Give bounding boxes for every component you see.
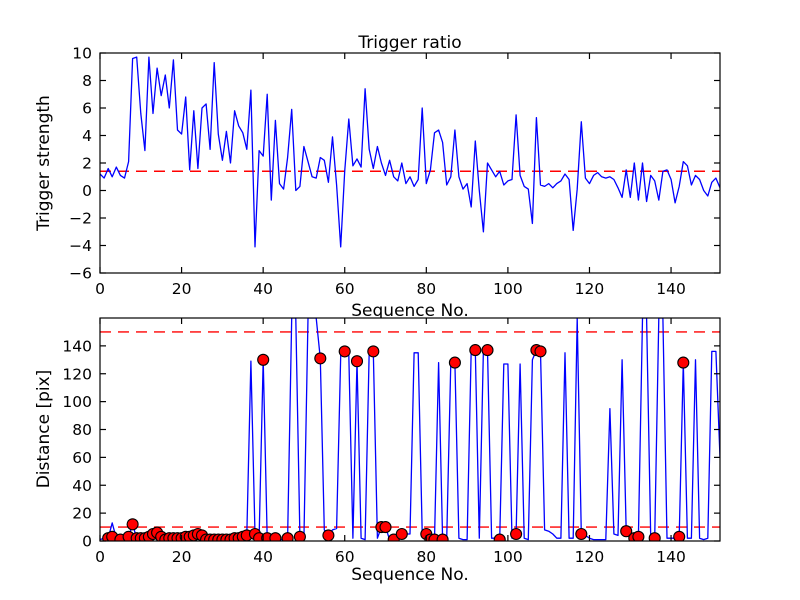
x-tick-label: 40 (253, 548, 273, 566)
data-marker (126, 518, 139, 531)
y-tick-label: 100 (62, 393, 92, 411)
y-tick-label: −2 (69, 210, 92, 228)
data-marker (367, 345, 380, 358)
sequence-no-axis-label-bottom: Sequence No. (351, 565, 469, 585)
y-tick-label: 0 (82, 182, 92, 200)
x-tick-label: 100 (493, 280, 523, 298)
data-marker (269, 532, 282, 541)
y-tick-label: 10 (72, 45, 92, 63)
data-marker (493, 533, 506, 541)
x-tick-label: 100 (493, 548, 523, 566)
y-tick-label: 20 (72, 505, 92, 523)
y-tick-label: −6 (69, 265, 92, 283)
data-marker (293, 530, 306, 541)
trigger-strength-line (100, 56, 720, 248)
x-tick-label: 140 (656, 548, 686, 566)
plot-background (100, 318, 720, 541)
data-layer (100, 318, 720, 541)
y-tick-label: 8 (82, 72, 92, 90)
data-layer (100, 56, 720, 248)
y-tick-label: 120 (62, 365, 92, 383)
y-tick-label: 4 (82, 127, 92, 145)
y-tick-label: 2 (82, 155, 92, 173)
x-tick-label: 120 (575, 280, 605, 298)
data-marker (448, 356, 461, 369)
data-marker (379, 521, 392, 534)
y-tick-label: −4 (69, 237, 92, 255)
data-marker (648, 532, 661, 541)
data-marker (534, 345, 547, 358)
x-tick-label: 20 (172, 280, 192, 298)
data-marker (322, 529, 335, 541)
data-marker (395, 527, 408, 541)
data-marker (575, 527, 588, 541)
data-marker (257, 353, 270, 366)
distance-axis-label: Distance [pix] (34, 369, 54, 489)
y-tick-label: 0 (82, 533, 92, 551)
x-tick-label: 20 (172, 548, 192, 566)
chart-title: Trigger ratio (358, 33, 462, 53)
plot-background (100, 53, 720, 273)
data-marker (281, 532, 294, 541)
x-tick-label: 80 (416, 548, 436, 566)
y-tick-label: 140 (62, 337, 92, 355)
x-tick-label: 0 (95, 548, 105, 566)
x-tick-label: 60 (335, 548, 355, 566)
y-tick-label: 80 (72, 421, 92, 439)
data-marker (677, 356, 690, 369)
y-tick-label: 60 (72, 449, 92, 467)
x-tick-label: 120 (575, 548, 605, 566)
data-marker (314, 352, 327, 365)
data-marker (673, 530, 686, 541)
data-marker (350, 355, 364, 368)
data-marker (620, 525, 633, 538)
x-tick-label: 60 (335, 280, 355, 298)
data-marker (469, 344, 482, 357)
x-tick-label: 140 (656, 280, 686, 298)
x-tick-label: 80 (416, 280, 436, 298)
data-marker (481, 344, 494, 357)
data-marker (436, 533, 449, 541)
data-marker (632, 530, 645, 541)
data-marker (338, 345, 351, 358)
x-tick-label: 40 (253, 280, 273, 298)
y-tick-label: 40 (72, 477, 92, 495)
data-marker (510, 527, 523, 541)
y-tick-label: 6 (82, 100, 92, 118)
sequence-no-axis-label-top: Sequence No. (351, 301, 469, 321)
x-tick-label: 0 (95, 280, 105, 298)
